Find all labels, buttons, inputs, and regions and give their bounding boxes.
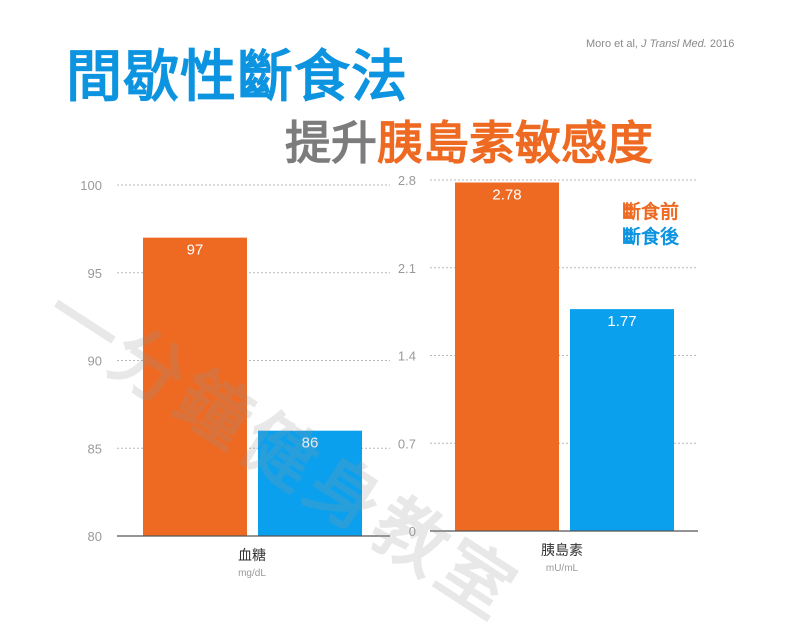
glucose-tick-label: 95: [88, 266, 102, 281]
citation-authors: Moro et al,: [586, 38, 642, 50]
legend-after: 斷食後: [622, 226, 680, 248]
insulin-bar-before: [455, 182, 559, 531]
insulin-tick-label: 2.1: [398, 261, 416, 276]
glucose-bar-label-before: 97: [187, 242, 204, 259]
title-line-1: 間歇性斷食法: [66, 45, 408, 110]
insulin-bar-label-after: 1.77: [607, 313, 636, 330]
chart-canvas: 100 95 90 85 80 97 86 血糖 mg/dL 2.8 2.1 1.4 0.7 0 2.78 1…: [80, 173, 698, 579]
title-line-2-gray: 提升: [285, 116, 377, 170]
insulin-unit-label: mU/mL: [546, 563, 579, 574]
glucose-bar-after: [258, 430, 362, 536]
glucose-unit-label: mg/dL: [238, 568, 266, 579]
glucose-category-label: 血糖: [238, 548, 266, 564]
insulin-tick-label: 1.4: [398, 349, 416, 364]
title-line-2-orange: 胰島素敏感度: [377, 116, 653, 170]
glucose-bar-label-after: 86: [302, 435, 319, 452]
glucose-tick-label: 90: [88, 354, 102, 369]
insulin-category-label: 胰島素: [541, 543, 583, 559]
insulin-bar-label-before: 2.78: [492, 187, 521, 204]
insulin-tick-label: 2.8: [398, 173, 416, 188]
insulin-tick-label: 0: [409, 524, 416, 539]
insulin-tick-label: 0.7: [398, 436, 416, 451]
glucose-tick-label: 85: [88, 441, 102, 456]
glucose-tick-label: 100: [80, 178, 102, 193]
citation-year: 2016: [706, 38, 735, 50]
citation: Moro et al, J Transl Med. 2016: [586, 38, 734, 50]
legend: 斷食前 斷食後: [622, 200, 679, 250]
glucose-bar-before: [143, 237, 247, 536]
glucose-tick-label: 80: [88, 529, 102, 544]
legend-before: 斷食前: [622, 201, 680, 223]
title-line-2: 提升胰島素敏感度: [285, 116, 653, 170]
citation-journal: J Transl Med.: [641, 38, 707, 50]
insulin-bar-after: [570, 309, 674, 531]
